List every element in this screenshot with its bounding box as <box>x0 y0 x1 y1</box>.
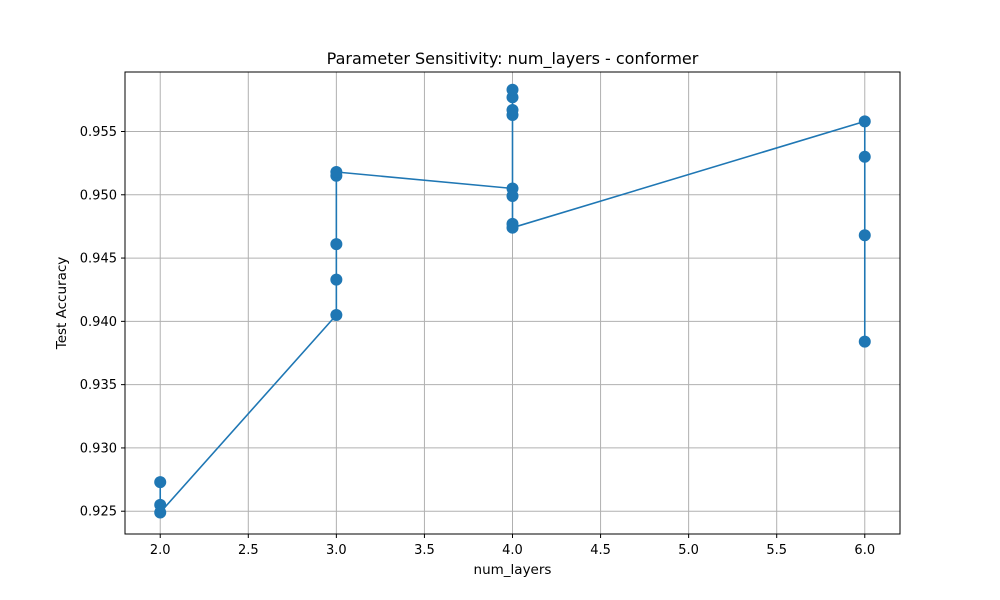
x-axis-ticks: 2.0 2.5 3.0 3.5 4.0 4.5 5.0 5.5 6.0 <box>150 534 875 558</box>
y-tick-label: 0.925 <box>80 505 117 520</box>
y-tick-label: 0.945 <box>80 252 117 267</box>
x-tick-label: 5.0 <box>678 543 699 558</box>
data-point <box>330 273 343 286</box>
x-tick-label: 3.0 <box>326 543 347 558</box>
data-point <box>154 476 167 489</box>
x-tick-label: 2.5 <box>238 543 259 558</box>
x-tick-label: 2.0 <box>150 543 171 558</box>
x-tick-label: 5.5 <box>766 543 787 558</box>
y-tick-label: 0.930 <box>80 441 117 456</box>
y-tick-label: 0.955 <box>80 125 117 140</box>
data-point <box>330 238 343 251</box>
y-axis-ticks: 0.925 0.930 0.935 0.940 0.945 0.950 0.955 <box>80 125 125 520</box>
y-axis-label: Test Accuracy <box>54 257 70 351</box>
data-point <box>858 229 871 242</box>
data-point <box>506 190 519 203</box>
x-tick-label: 4.0 <box>502 543 523 558</box>
data-point <box>506 221 519 234</box>
grid <box>125 72 900 534</box>
series-layer <box>154 83 871 519</box>
x-axis-label: num_layers <box>474 562 552 578</box>
y-tick-label: 0.935 <box>80 378 117 393</box>
x-tick-label: 6.0 <box>854 543 875 558</box>
data-point <box>506 83 519 96</box>
y-tick-label: 0.940 <box>80 315 117 330</box>
data-point <box>506 103 519 116</box>
x-tick-label: 3.5 <box>414 543 435 558</box>
data-point <box>858 115 871 128</box>
data-point <box>154 506 167 519</box>
y-tick-label: 0.950 <box>80 188 117 203</box>
chart-title: Parameter Sensitivity: num_layers - conf… <box>327 49 699 69</box>
x-tick-label: 4.5 <box>590 543 611 558</box>
data-point <box>330 165 343 178</box>
data-point <box>858 150 871 163</box>
data-point <box>330 309 343 322</box>
data-point <box>858 335 871 348</box>
